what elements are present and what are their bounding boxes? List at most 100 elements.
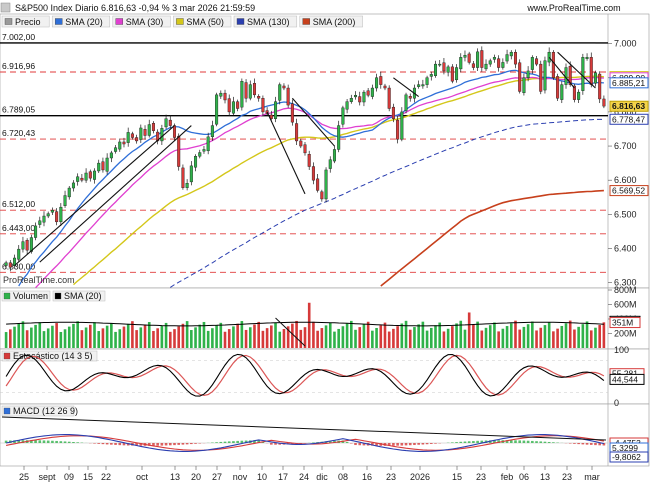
candle-body: [362, 91, 366, 103]
sma-20-line: [18, 69, 604, 287]
candle-body: [164, 118, 168, 128]
candle-body: [492, 57, 496, 60]
volume-bar: [312, 321, 315, 348]
candle-body: [278, 84, 282, 101]
date-tick-label: 23: [562, 472, 572, 482]
candle-body: [480, 50, 484, 68]
macd-histogram-bar: [345, 441, 349, 443]
macd-histogram-bar: [568, 443, 572, 444]
level-label: 6.512,00: [2, 199, 35, 209]
macd-histogram-bar: [17, 440, 21, 443]
candle-body: [240, 80, 244, 108]
candle-body: [227, 98, 231, 113]
candle-body: [539, 63, 543, 92]
macd-trendline: [1, 416, 607, 441]
volume-bar: [164, 322, 168, 348]
macd-histogram-bar: [223, 441, 227, 443]
price-legend: Precio SMA (20) SMA (30) SMA (50) SMA (130) S…: [1, 15, 363, 28]
macd-histogram-bar: [434, 443, 437, 444]
volume-bar: [480, 330, 484, 348]
legend-item: [173, 15, 232, 28]
candle-body: [324, 169, 328, 200]
date-tick-label: 15: [452, 472, 462, 482]
volume-bar: [261, 330, 265, 348]
macd-histogram-bar: [476, 440, 479, 443]
macd-histogram-bar: [181, 443, 185, 445]
volume-bar: [215, 325, 218, 348]
volume-bar: [9, 329, 12, 348]
candle-body: [236, 101, 240, 109]
candle-body: [316, 178, 320, 191]
value-tag-box: [609, 185, 649, 197]
volume-bar: [227, 329, 231, 348]
macd-histogram-bar: [46, 440, 50, 443]
macd-value-label: 5,3299: [612, 443, 638, 453]
candle-body: [282, 85, 286, 89]
macd-histogram-bar: [328, 441, 332, 443]
candle-body: [84, 172, 88, 181]
volume-bar: [387, 331, 391, 348]
macd-histogram-bar: [38, 440, 42, 443]
volume-bar: [223, 331, 227, 348]
macd-histogram-bar: [110, 443, 113, 445]
volume-bar: [577, 326, 580, 348]
macd-histogram-bar: [539, 441, 543, 443]
legend-label: SMA (20): [65, 17, 103, 27]
volume-bar: [451, 326, 454, 348]
legend-label: SMA (50): [186, 17, 224, 27]
candle-body: [147, 124, 151, 136]
volume-bar: [552, 331, 555, 348]
volume-bar: [25, 330, 29, 348]
candle-body: [210, 125, 214, 138]
macd-histogram-bar: [362, 443, 366, 446]
candle-body: [13, 257, 17, 267]
watermark: ProRealTime.com: [3, 275, 75, 285]
volume-bar: [211, 328, 214, 348]
macd-histogram-bar: [472, 441, 475, 443]
macd-histogram-bar: [55, 440, 58, 443]
candle-body: [568, 65, 572, 85]
candle-body: [55, 211, 59, 223]
volume-bar: [413, 327, 416, 348]
volume-bar: [404, 320, 408, 348]
candle-body: [34, 225, 38, 238]
volume-bar: [295, 320, 298, 348]
candle-body: [572, 85, 576, 100]
volume-tick-label: 200M: [614, 329, 637, 339]
candle-body: [42, 215, 46, 223]
candle-body: [535, 58, 539, 65]
macd-histogram-bar: [585, 443, 589, 445]
volume-bar: [463, 329, 467, 348]
stochastic-value-label: 55,281: [612, 369, 638, 379]
volume-bar: [198, 324, 202, 348]
volume-bar: [282, 329, 286, 348]
volume-bar: [156, 328, 159, 348]
macd-histogram-bar: [552, 442, 555, 443]
macd-legend-label: MACD (12 26 9): [13, 406, 78, 416]
volume-bar: [236, 323, 239, 348]
volume-bar: [291, 323, 294, 348]
date-tick-label: 24: [299, 472, 309, 482]
volume-bar: [177, 326, 181, 348]
volume-bar: [358, 327, 362, 348]
macd-histogram-bar: [455, 442, 458, 443]
candle-body: [425, 77, 429, 85]
candle-body: [450, 66, 454, 82]
volume-trendline: [275, 317, 306, 347]
macd-histogram-bar: [227, 441, 231, 443]
volume-bar: [493, 322, 496, 348]
volume-bar: [194, 327, 197, 348]
volume-bar: [497, 331, 500, 348]
candle-body: [593, 72, 597, 84]
volume-bar: [219, 322, 223, 348]
volume-bar: [568, 320, 572, 348]
volume-bar: [362, 324, 366, 348]
volume-bar: [547, 322, 551, 348]
macd-histogram-bar: [404, 443, 408, 446]
volume-bar: [126, 323, 130, 348]
candle-body: [109, 152, 113, 159]
